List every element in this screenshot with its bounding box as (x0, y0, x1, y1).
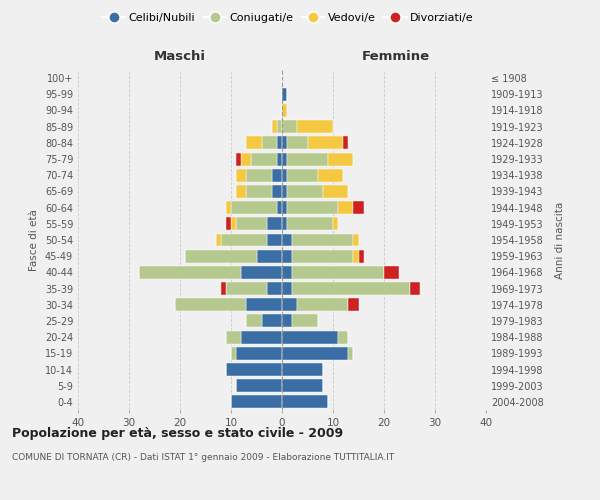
Bar (277, 136, 282, 149)
Bar (287, 201, 338, 214)
Bar (175, 298, 247, 311)
Bar (231, 218, 236, 230)
Bar (247, 314, 262, 328)
Bar (267, 234, 282, 246)
Bar (282, 266, 292, 279)
Bar (272, 185, 282, 198)
Bar (292, 282, 410, 295)
Bar (241, 330, 282, 344)
Bar (287, 136, 308, 149)
Bar (272, 169, 282, 181)
Legend: Celibi/Nubili, Coniugati/e, Vedovi/e, Divorziati/e: Celibi/Nubili, Coniugati/e, Vedovi/e, Di… (100, 10, 476, 25)
Bar (277, 201, 282, 214)
Bar (282, 185, 287, 198)
Bar (292, 234, 353, 246)
Bar (292, 250, 353, 262)
Bar (282, 218, 287, 230)
Text: Maschi: Maschi (154, 50, 206, 62)
Bar (318, 169, 343, 181)
Bar (328, 152, 353, 166)
Bar (236, 152, 241, 166)
Text: COMUNE DI TORNATA (CR) - Dati ISTAT 1° gennaio 2009 - Elaborazione TUTTITALIA.IT: COMUNE DI TORNATA (CR) - Dati ISTAT 1° g… (12, 452, 394, 462)
Bar (221, 282, 226, 295)
Bar (343, 136, 349, 149)
Y-axis label: Fasce di età: Fasce di età (29, 209, 39, 271)
Bar (338, 201, 353, 214)
Bar (251, 152, 277, 166)
Bar (308, 136, 343, 149)
Bar (292, 314, 318, 328)
Bar (272, 120, 277, 133)
Bar (247, 169, 272, 181)
Bar (236, 218, 267, 230)
Bar (338, 330, 349, 344)
Bar (221, 234, 267, 246)
Bar (262, 314, 282, 328)
Bar (323, 185, 349, 198)
Bar (287, 169, 318, 181)
Bar (262, 136, 277, 149)
Bar (267, 218, 282, 230)
Bar (247, 136, 262, 149)
Bar (226, 330, 241, 344)
Bar (226, 218, 231, 230)
Bar (353, 234, 359, 246)
Bar (282, 298, 298, 311)
Bar (353, 250, 359, 262)
Bar (282, 234, 292, 246)
Text: Popolazione per età, sesso e stato civile - 2009: Popolazione per età, sesso e stato civil… (12, 428, 343, 440)
Bar (236, 185, 247, 198)
Bar (298, 298, 349, 311)
Bar (282, 136, 287, 149)
Y-axis label: Anni di nascita: Anni di nascita (555, 202, 565, 278)
Bar (298, 120, 333, 133)
Bar (231, 347, 236, 360)
Bar (282, 347, 349, 360)
Bar (241, 152, 251, 166)
Bar (216, 234, 221, 246)
Bar (226, 363, 282, 376)
Bar (282, 104, 287, 117)
Bar (236, 347, 282, 360)
Bar (277, 152, 282, 166)
Bar (333, 218, 338, 230)
Bar (287, 185, 323, 198)
Bar (282, 120, 298, 133)
Bar (282, 396, 328, 408)
Bar (231, 201, 277, 214)
Bar (139, 266, 241, 279)
Bar (282, 250, 292, 262)
Bar (282, 201, 287, 214)
Bar (247, 298, 282, 311)
Bar (282, 314, 292, 328)
Bar (353, 201, 364, 214)
Bar (287, 218, 333, 230)
Bar (282, 379, 323, 392)
Bar (282, 363, 323, 376)
Bar (185, 250, 257, 262)
Bar (282, 282, 292, 295)
Bar (287, 152, 328, 166)
Bar (282, 330, 338, 344)
Bar (349, 298, 359, 311)
Text: Femmine: Femmine (362, 50, 430, 62)
Bar (349, 347, 353, 360)
Bar (231, 396, 282, 408)
Bar (384, 266, 400, 279)
Bar (267, 282, 282, 295)
Bar (236, 169, 247, 181)
Bar (282, 88, 287, 101)
Bar (241, 266, 282, 279)
Bar (277, 120, 282, 133)
Bar (247, 185, 272, 198)
Bar (236, 379, 282, 392)
Bar (226, 282, 267, 295)
Bar (359, 250, 364, 262)
Bar (282, 152, 287, 166)
Bar (226, 201, 231, 214)
Bar (292, 266, 384, 279)
Bar (282, 169, 287, 181)
Bar (257, 250, 282, 262)
Bar (410, 282, 420, 295)
